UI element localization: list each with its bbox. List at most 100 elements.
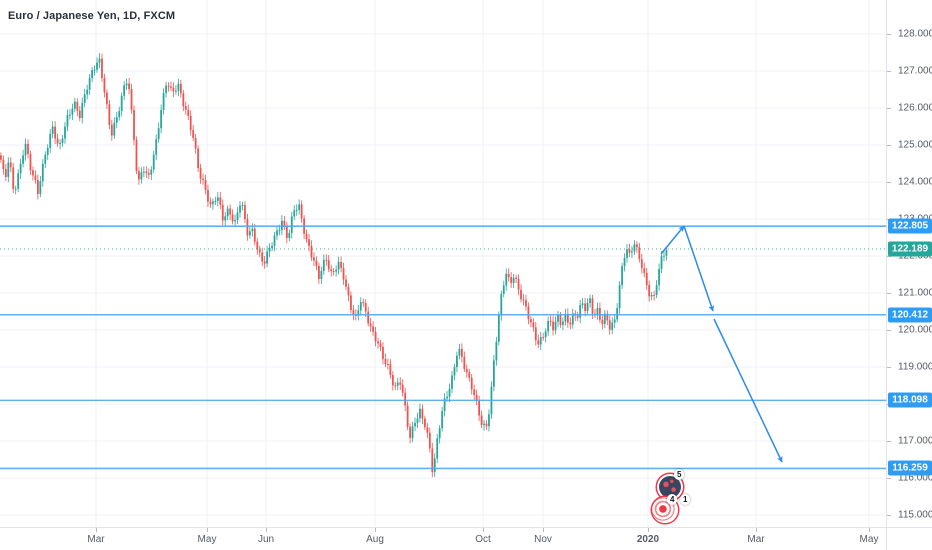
candle-body	[179, 83, 182, 94]
candle-body	[64, 126, 66, 139]
candle-body	[253, 228, 256, 242]
candle-body	[515, 277, 517, 279]
candle-body	[391, 375, 394, 386]
price-tick-mark	[887, 515, 891, 516]
time-tick-mark	[266, 528, 267, 532]
candle-body	[623, 257, 626, 267]
candle-body	[239, 205, 241, 213]
candle-body	[231, 214, 234, 222]
candle-body	[352, 310, 355, 315]
candle-body	[608, 320, 611, 330]
candle-body	[298, 204, 301, 210]
candle-body	[635, 244, 638, 248]
candle-body	[138, 171, 140, 180]
candle-body	[140, 172, 143, 180]
price-axis[interactable]: 128.000127.000126.000125.000124.000123.0…	[886, 0, 932, 527]
time-tick-mark	[756, 528, 757, 532]
candle-body	[150, 169, 153, 175]
candle-body	[507, 273, 510, 278]
candle-body	[54, 126, 57, 139]
candle-body	[194, 137, 197, 149]
time-tick-label: Nov	[534, 534, 552, 545]
candle-body	[101, 58, 103, 78]
candle-body	[76, 101, 79, 111]
candle-body	[241, 205, 244, 207]
idea-count-badge[interactable]: 4	[667, 494, 678, 505]
candle-body	[110, 124, 113, 136]
trend-arrow[interactable]	[660, 225, 685, 255]
price-tick-label: 126.000	[898, 102, 932, 114]
trend-arrows[interactable]	[660, 225, 783, 463]
candle-body	[204, 180, 207, 190]
chart-pane[interactable]: Euro / Japanese Yen, 1D, FXCM 5 4 1	[0, 0, 886, 527]
candle-body	[431, 448, 434, 473]
candle-body	[611, 322, 614, 330]
candle-body	[73, 101, 76, 109]
candle-body	[66, 114, 69, 127]
candle-body	[17, 173, 20, 189]
candle-body	[49, 133, 52, 148]
candle-body	[465, 368, 468, 373]
candle-body	[118, 111, 121, 118]
candle-body	[581, 303, 584, 305]
candle-body	[372, 326, 375, 332]
candle-body	[155, 139, 158, 155]
candle-body	[88, 78, 91, 90]
candle-body	[313, 257, 315, 261]
candle-body	[342, 267, 345, 280]
trend-arrow[interactable]	[683, 225, 715, 312]
chart-canvas[interactable]	[0, 0, 886, 527]
candle-body	[502, 285, 505, 295]
price-tick-mark	[887, 478, 891, 479]
candle-body	[544, 331, 547, 338]
candle-body	[145, 171, 148, 174]
candle-body	[135, 139, 138, 172]
candle-body	[285, 225, 288, 239]
candle-body	[374, 331, 377, 342]
candle-body	[83, 94, 86, 103]
candle-body	[59, 142, 61, 144]
idea-count-badge[interactable]: 5	[674, 469, 685, 480]
candle-body	[367, 311, 370, 324]
candle-body	[347, 286, 350, 296]
candle-body	[152, 154, 155, 170]
candle-body	[451, 375, 453, 389]
candle-body	[493, 360, 495, 387]
candle-body	[443, 398, 446, 411]
candle-body	[337, 261, 340, 270]
candle-body	[640, 259, 643, 269]
candle-body	[463, 356, 466, 369]
price-tick-label: 121.000	[898, 287, 932, 299]
candle-body	[520, 289, 522, 300]
idea-marker-avatar-1[interactable]	[659, 476, 681, 498]
candle-body	[325, 259, 328, 261]
candle-body	[120, 95, 123, 112]
candle-body	[542, 337, 545, 339]
price-tick-label: 124.000	[898, 176, 932, 188]
symbol-title[interactable]: Euro / Japanese Yen, 1D, FXCM	[8, 10, 176, 22]
price-level-lines[interactable]	[0, 225, 886, 470]
trend-arrow[interactable]	[713, 318, 783, 463]
candle-body	[34, 175, 37, 180]
candle-body	[396, 382, 399, 386]
idea-count-badge[interactable]: 1	[680, 494, 691, 505]
gridlines	[0, 0, 886, 527]
time-tick-label: May	[197, 534, 217, 545]
candle-body	[320, 270, 323, 280]
candle-body	[256, 241, 259, 250]
time-axis[interactable]: Mar May Jun Aug Oct Nov 2020 Mar May	[0, 527, 886, 550]
candle-body	[142, 171, 145, 173]
candle-body	[411, 426, 414, 438]
time-tick-label: 2020	[636, 534, 660, 545]
candle-body	[229, 208, 232, 215]
candle-body	[537, 340, 540, 345]
candle-body	[522, 299, 525, 301]
candle-body	[426, 427, 429, 433]
candle-body	[517, 278, 520, 290]
candle-body	[618, 285, 621, 309]
candle-body	[98, 58, 101, 63]
candle-body	[601, 319, 604, 324]
candle-body	[9, 162, 12, 168]
candle-body	[283, 220, 286, 226]
